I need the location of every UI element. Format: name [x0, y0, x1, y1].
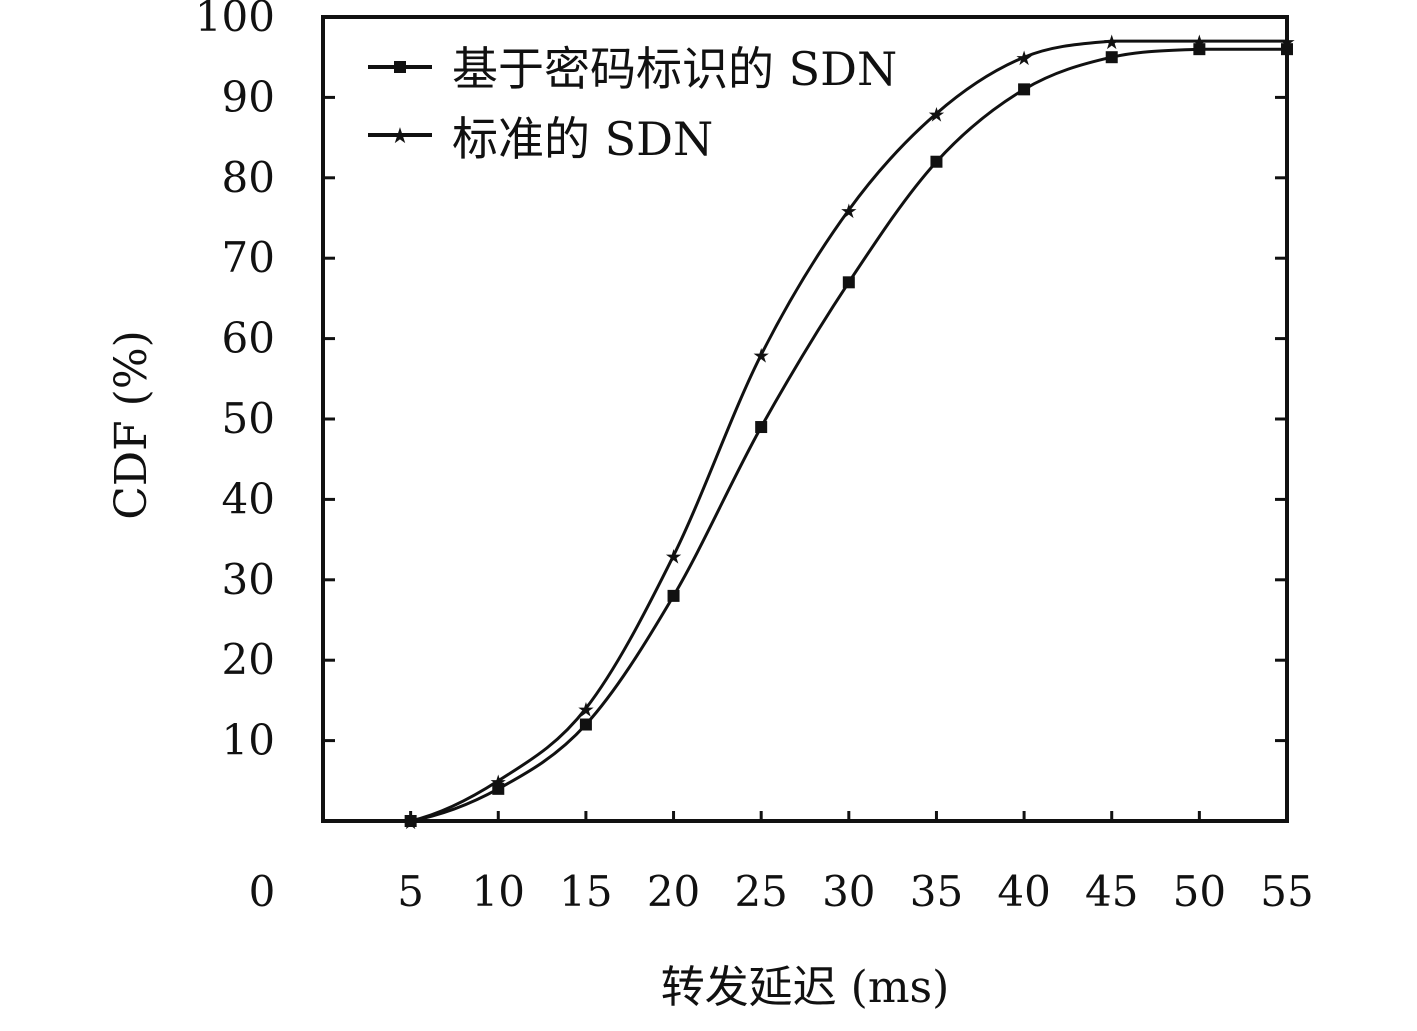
x-tick-label: 15 — [559, 867, 612, 916]
data-point-square — [1105, 51, 1118, 64]
x-tick-label: 40 — [997, 867, 1050, 916]
y-tick-label: 70 — [222, 233, 275, 282]
x-axis-ticks: 5 10 15 20 25 30 35 40 45 50 55 — [397, 811, 1314, 916]
x-tick-label: 50 — [1173, 867, 1226, 916]
y-tick-label: 90 — [222, 72, 275, 121]
data-point-square — [1281, 43, 1293, 56]
legend-marker-star: ★ — [390, 124, 410, 149]
y-tick-label: 10 — [222, 716, 275, 765]
x-origin-label: 0 — [249, 867, 276, 916]
y-tick-label: 60 — [222, 314, 275, 363]
legend-entry-standard-sdn: ★ 标准的 SDN — [368, 112, 713, 166]
y-tick-label: 40 — [222, 474, 275, 523]
data-point-star: ★ — [577, 697, 595, 721]
data-point-star: ★ — [489, 770, 507, 794]
data-point-square — [842, 276, 855, 289]
y-tick-label: 100 — [195, 0, 275, 41]
data-point-square — [1193, 43, 1206, 56]
data-point-square — [1018, 83, 1031, 96]
data-point-star: ★ — [1278, 30, 1296, 54]
legend-label-crypto-sdn: 基于密码标识的 SDN — [452, 42, 897, 96]
x-tick-label: 55 — [1260, 867, 1313, 916]
legend-entry-crypto-sdn: 基于密码标识的 SDN — [368, 42, 897, 96]
y-tick-label: 80 — [222, 153, 275, 202]
y-tick-label: 20 — [222, 635, 275, 684]
data-point-star: ★ — [402, 810, 420, 834]
data-point-square — [492, 782, 505, 795]
data-point-star: ★ — [1103, 30, 1121, 54]
x-tick-label: 30 — [822, 867, 875, 916]
y-tick-label: 30 — [222, 555, 275, 604]
y-axis-ticks: 10 20 30 40 50 60 70 80 90 100 — [195, 0, 1287, 765]
x-tick-label: 20 — [647, 867, 700, 916]
x-tick-label: 5 — [397, 867, 424, 916]
data-point-star: ★ — [1190, 30, 1208, 54]
y-axis-title: CDF (%) — [106, 330, 157, 520]
series-layer: ★ ★ ★ ★ ★ ★ ★ ★ ★ ★ ★ — [323, 30, 1296, 834]
data-point-square — [755, 421, 768, 434]
series-line-1 — [323, 39, 1288, 823]
x-axis-title: 转发延迟 (ms) — [661, 962, 950, 1013]
data-point-star: ★ — [840, 199, 858, 223]
data-point-square — [667, 589, 680, 602]
legend: 基于密码标识的 SDN ★ 标准的 SDN — [368, 42, 897, 166]
legend-label-standard-sdn: 标准的 SDN — [452, 112, 713, 166]
legend-marker-square — [394, 61, 406, 73]
x-tick-label: 45 — [1085, 867, 1138, 916]
data-point-star: ★ — [752, 344, 770, 368]
x-tick-label: 25 — [734, 867, 787, 916]
data-point-star: ★ — [1015, 46, 1033, 70]
x-tick-label: 10 — [472, 867, 525, 916]
y-tick-label: 50 — [222, 394, 275, 443]
data-point-square — [930, 155, 943, 168]
data-point-square — [579, 718, 592, 731]
data-point-star: ★ — [665, 545, 683, 569]
data-point-star: ★ — [927, 102, 945, 126]
x-tick-label: 35 — [910, 867, 963, 916]
